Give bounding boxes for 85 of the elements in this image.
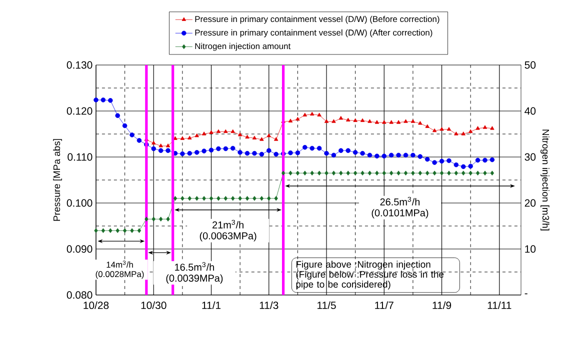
point bbox=[324, 170, 328, 176]
point bbox=[137, 228, 142, 233]
point bbox=[353, 170, 358, 176]
point bbox=[281, 170, 286, 176]
point bbox=[310, 170, 314, 176]
point bbox=[209, 196, 214, 201]
point bbox=[195, 196, 199, 201]
point bbox=[360, 170, 364, 176]
point bbox=[173, 196, 178, 201]
point bbox=[447, 170, 451, 176]
point bbox=[404, 170, 408, 176]
point bbox=[490, 170, 494, 176]
point bbox=[252, 196, 256, 201]
point bbox=[462, 170, 466, 176]
y2-tick-label: 30 bbox=[524, 153, 536, 161]
y2-tick-label: - bbox=[524, 293, 528, 294]
point bbox=[122, 228, 127, 233]
y2-tick-label: 40 bbox=[524, 107, 536, 115]
legend-label: Pressure in primary containment vessel (D/W) (After correction) bbox=[195, 29, 432, 38]
point bbox=[216, 196, 220, 201]
x-tick-label: 10/28 bbox=[84, 301, 109, 310]
point bbox=[382, 170, 386, 176]
y2-tick-label: 10 bbox=[525, 245, 536, 253]
annotation: 26.5m$^{3}$/h (0.0101MPa) bbox=[372, 196, 428, 218]
point bbox=[346, 170, 350, 176]
y-tick-label: 0.130 bbox=[66, 61, 92, 69]
point bbox=[231, 196, 235, 201]
point bbox=[180, 196, 184, 201]
y-tick-label: 0.110 bbox=[68, 153, 92, 161]
point bbox=[245, 196, 250, 201]
y-tick-label: 0.080 bbox=[66, 291, 92, 299]
point bbox=[202, 196, 206, 201]
point bbox=[260, 196, 264, 201]
point bbox=[426, 170, 430, 176]
point bbox=[288, 170, 292, 176]
x-tick-label: 11/5 bbox=[318, 301, 336, 310]
point bbox=[396, 170, 400, 176]
point bbox=[144, 216, 148, 222]
x-tick-label: 11/1 bbox=[202, 301, 221, 310]
point bbox=[101, 228, 106, 233]
x-tick-label: 11/3 bbox=[260, 301, 278, 310]
x-tick-label: 11/11 bbox=[488, 301, 512, 310]
point bbox=[296, 170, 300, 176]
point bbox=[238, 196, 242, 201]
point bbox=[94, 228, 98, 233]
point bbox=[339, 170, 343, 176]
point bbox=[390, 170, 394, 176]
point bbox=[454, 170, 458, 176]
y-tick-label: 0.120 bbox=[66, 107, 92, 115]
point bbox=[303, 170, 307, 176]
point bbox=[108, 228, 112, 233]
annotation: 21m$^{3}$/h (0.0063MPa) bbox=[200, 220, 256, 242]
point bbox=[267, 196, 271, 201]
point bbox=[483, 170, 487, 176]
point bbox=[158, 216, 163, 222]
y-tick-label: 0.100 bbox=[66, 199, 92, 207]
point bbox=[411, 170, 415, 176]
x-tick-label: 10/30 bbox=[141, 301, 166, 310]
point bbox=[332, 170, 336, 176]
x-tick-label: 11/7 bbox=[375, 301, 394, 310]
point bbox=[188, 196, 192, 201]
point bbox=[166, 216, 170, 222]
legend-label: Nitrogen injection amount bbox=[195, 42, 291, 51]
annotation: 16.5m$^{3}$/h (0.0039MPa) bbox=[166, 262, 223, 284]
y-axis-title: Pressure [MPa abs] bbox=[53, 139, 62, 221]
point bbox=[130, 228, 134, 233]
point bbox=[224, 196, 228, 201]
point bbox=[152, 216, 156, 222]
point bbox=[274, 196, 278, 201]
point bbox=[317, 170, 322, 176]
y2-tick-label: 20 bbox=[524, 199, 536, 207]
y-tick-label: 0.090 bbox=[66, 245, 92, 253]
point bbox=[368, 170, 372, 176]
point bbox=[440, 170, 444, 176]
point bbox=[476, 170, 480, 176]
point bbox=[375, 170, 379, 176]
legend-label: Pressure in primary containment vessel (D/W) (Before correction) bbox=[195, 16, 440, 24]
x-tick-label: 11/9 bbox=[432, 301, 452, 310]
y2-axis-title: Nitrogen injection [m3/h] bbox=[540, 130, 550, 230]
point bbox=[116, 228, 120, 233]
point bbox=[468, 170, 472, 176]
point bbox=[418, 170, 422, 176]
annotation: 14m$^{3}$/h (0.0028MPa) bbox=[96, 260, 144, 279]
y2-tick-label: 50 bbox=[524, 61, 536, 69]
point bbox=[432, 170, 436, 176]
